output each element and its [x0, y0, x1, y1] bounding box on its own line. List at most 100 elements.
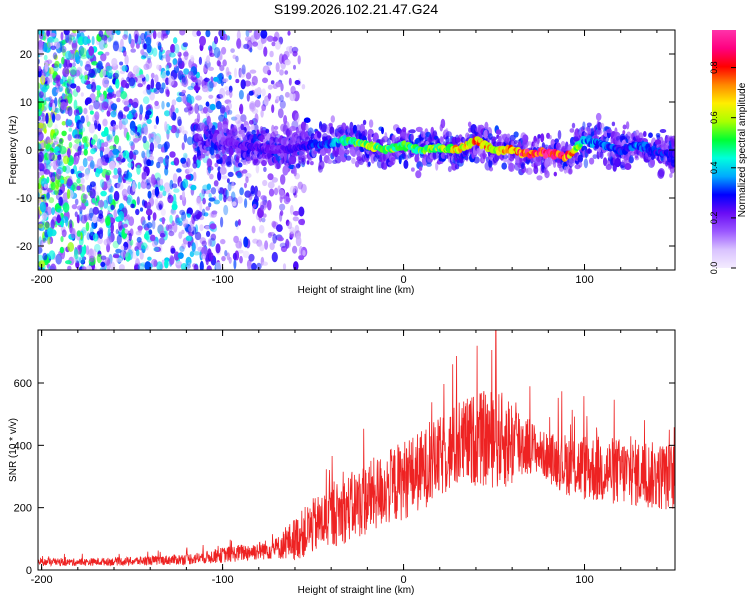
spectrogram-noise-blob [66, 188, 71, 200]
spectrogram-noise-blob [101, 101, 109, 111]
spectrogram-noise-blob [267, 232, 272, 239]
spectrogram-noise-blob [83, 135, 89, 143]
spectrogram-noise-blob [248, 193, 253, 201]
spectrogram-band-blob [445, 131, 452, 138]
spectrogram-noise-blob [162, 33, 169, 39]
spectrogram-noise-blob [231, 116, 238, 121]
spectrogram-noise-blob [107, 182, 112, 189]
spectrogram-band-blob [501, 162, 508, 170]
spectrogram-band-blob [248, 119, 254, 125]
spectrogram-noise-blob [289, 185, 296, 194]
spectrogram-noise-blob [91, 61, 98, 66]
spectrogram-noise-blob [130, 141, 135, 151]
spectrogram-noise-blob [98, 217, 106, 223]
spectrogram-noise-blob [135, 249, 140, 257]
spectrogram-noise-blob [130, 38, 135, 49]
spectrogram-noise-blob [38, 101, 43, 110]
spectrogram-noise-blob [260, 30, 268, 39]
spectrogram-noise-blob [159, 185, 166, 192]
spectrogram-noise-blob [140, 242, 148, 250]
spectrogram-noise-blob [64, 87, 70, 95]
spectrogram-noise-blob [130, 203, 135, 209]
spectrogram-noise-blob [80, 259, 86, 265]
spectrogram-band-blob [433, 130, 437, 136]
spectrogram-noise-blob [120, 79, 128, 88]
spectrogram-noise-blob [185, 174, 192, 180]
spectrogram-noise-blob [142, 199, 146, 207]
spectrogram-noise-blob [65, 260, 72, 265]
spectrogram-band-blob [557, 130, 562, 140]
spectrogram-noise-blob [146, 222, 153, 229]
spectrogram-noise-blob [171, 220, 175, 227]
spectrogram-noise-blob [251, 75, 258, 86]
spectrogram-noise-blob [173, 251, 180, 261]
spectrogram-noise-blob [70, 32, 77, 38]
spectrogram-noise-blob [74, 198, 79, 205]
spectrogram-noise-blob [152, 47, 158, 57]
spectrogram-noise-blob [153, 260, 158, 267]
spectrogram-noise-blob [181, 160, 189, 168]
spectrogram-noise-blob [100, 53, 107, 62]
spectrogram-band-blob [351, 150, 356, 157]
spectrogram-noise-blob [97, 60, 103, 70]
spectrogram-noise-blob [157, 224, 164, 234]
spectrogram-noise-blob [176, 217, 183, 223]
spectrogram-noise-blob [47, 236, 51, 245]
spectrogram-noise-blob [107, 36, 112, 43]
spectrogram-noise-blob [259, 243, 265, 252]
spectrogram-noise-blob [226, 178, 230, 184]
spectrogram-noise-blob [284, 91, 290, 98]
spectrogram-noise-blob [164, 259, 169, 269]
spectrogram-noise-blob [41, 72, 45, 84]
spectrogram-noise-blob [137, 225, 143, 231]
spectrogram-noise-blob [85, 213, 91, 221]
spectrogram-noise-blob [155, 177, 161, 188]
spectrogram-noise-blob [252, 238, 259, 244]
spectrogram-noise-blob [43, 183, 48, 189]
spectrogram-noise-blob [191, 214, 196, 225]
spectrogram-noise-blob [187, 241, 191, 248]
spectrogram-noise-blob [234, 220, 239, 227]
spectrogram-band-blob [624, 163, 632, 170]
spectrogram-noise-blob [69, 69, 77, 77]
spectrogram-noise-blob [142, 219, 147, 229]
spectrogram-noise-blob [113, 209, 117, 220]
snr-y-tick-label: 0 [26, 565, 32, 577]
spectrogram-noise-blob [223, 204, 229, 216]
spectrogram-band-blob [533, 141, 540, 148]
spectrogram-noise-blob [208, 202, 212, 208]
spectrogram-noise-blob [38, 246, 43, 254]
spectrogram-noise-blob [183, 152, 188, 159]
snr-y-ticks: 0 200 400 600 [14, 378, 675, 577]
spectrogram-noise-blob [71, 204, 78, 210]
spectrogram-noise-blob [244, 172, 252, 179]
spectrogram-noise-blob [47, 139, 54, 145]
snr-y-tick-label: 200 [14, 503, 32, 515]
spectrogram-noise-blob [46, 138, 53, 143]
spectrogram-noise-blob [208, 193, 212, 198]
spectrogram-noise-blob [227, 109, 233, 115]
spectrogram-noise-blob [136, 196, 140, 206]
spectrogram-noise-blob [245, 30, 250, 38]
spectrogram-noise-blob [89, 110, 94, 115]
spectrogram-band-blob [289, 125, 297, 132]
colorbar-tick-label: 0.2 [709, 212, 719, 225]
spectrogram-noise-blob [243, 236, 249, 248]
snr-marks [38, 330, 675, 568]
spectrogram-noise-blob [195, 213, 201, 220]
spectrogram-noise-blob [209, 223, 217, 230]
spectrogram-noise-blob [66, 83, 71, 95]
spectrogram-noise-blob [85, 114, 89, 123]
spectrogram-band-blob [223, 154, 228, 160]
spectrogram-noise-blob [175, 261, 182, 266]
spectrogram-band-blob [193, 154, 197, 164]
spectrogram-noise-blob [46, 176, 50, 184]
spectrogram-noise-blob [160, 55, 164, 61]
spectrogram-noise-blob [217, 121, 223, 132]
spectrogram-noise-blob [74, 138, 81, 144]
spectrogram-noise-blob [151, 258, 158, 268]
spectrogram-noise-blob [65, 50, 72, 60]
spectrogram-noise-blob [89, 188, 96, 199]
spectrogram-noise-blob [105, 169, 112, 176]
spectrogram-noise-blob [178, 60, 185, 69]
